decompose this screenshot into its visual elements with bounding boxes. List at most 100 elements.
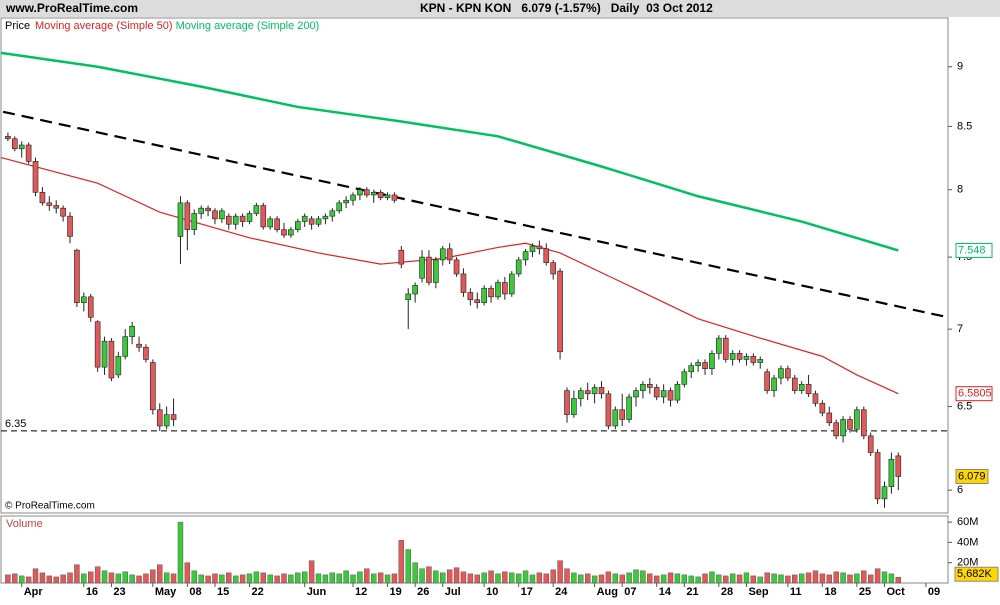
candle-body bbox=[502, 282, 508, 295]
candle-body bbox=[101, 340, 108, 368]
volume-bar bbox=[543, 573, 549, 584]
candle-body bbox=[12, 138, 18, 150]
candle-body bbox=[219, 210, 225, 220]
volume-bar bbox=[598, 574, 605, 584]
moving-average bbox=[0, 51, 899, 252]
ma-value-box bbox=[955, 386, 993, 402]
candle-body bbox=[833, 422, 839, 437]
x-tick-label: 23 bbox=[113, 586, 125, 598]
volume-bar bbox=[19, 575, 25, 584]
volume-bar bbox=[688, 575, 694, 584]
volume-bar bbox=[736, 574, 743, 584]
candle-body bbox=[805, 383, 812, 395]
site: www.ProRealTime.com bbox=[5, 1, 138, 15]
candle-body bbox=[771, 377, 777, 391]
candle-body bbox=[860, 409, 867, 437]
volume-bar bbox=[405, 549, 411, 584]
volume-bar bbox=[239, 574, 246, 584]
candle-body bbox=[350, 194, 356, 201]
candle-body bbox=[391, 194, 398, 201]
candle-body bbox=[5, 135, 11, 140]
candle-body bbox=[577, 390, 584, 399]
x-tick-label: 25 bbox=[859, 586, 871, 598]
volume-bar bbox=[350, 574, 356, 584]
volume-bar bbox=[302, 571, 308, 584]
volume-bar bbox=[308, 560, 315, 584]
candle-body bbox=[357, 189, 363, 196]
candle-body bbox=[757, 359, 764, 363]
candle-body bbox=[39, 192, 46, 204]
volume-bar bbox=[426, 566, 432, 584]
candle-body bbox=[253, 205, 260, 214]
volume-bar bbox=[605, 571, 612, 584]
volume-bar bbox=[122, 571, 128, 584]
volume-bar bbox=[136, 575, 142, 584]
x-tick-label: Jul bbox=[445, 586, 461, 598]
volume-bar bbox=[612, 573, 619, 584]
y-tick-label: 8.5 bbox=[957, 120, 972, 132]
x-tick-label: Sep bbox=[748, 586, 768, 598]
candle-body bbox=[184, 202, 191, 230]
volume-bar bbox=[170, 573, 177, 584]
volume-bar bbox=[695, 576, 701, 584]
candle-body bbox=[557, 270, 563, 353]
volume-bar bbox=[495, 573, 501, 584]
volume-bar bbox=[157, 564, 163, 584]
support-label: 6.35 bbox=[5, 418, 26, 430]
volume-bar bbox=[619, 574, 625, 584]
volume-bar bbox=[295, 572, 301, 584]
volume-bar bbox=[681, 574, 688, 584]
candle-body bbox=[722, 337, 729, 360]
volume-bar bbox=[143, 573, 149, 584]
volume-bar bbox=[184, 562, 191, 584]
price-label: Price bbox=[5, 20, 30, 32]
volume-bar bbox=[578, 574, 584, 584]
candle-body bbox=[550, 262, 556, 275]
volume-bar bbox=[446, 569, 453, 584]
candle-body bbox=[225, 215, 232, 225]
volume-bar bbox=[460, 571, 467, 584]
candle-body bbox=[46, 202, 53, 206]
candle-body bbox=[115, 356, 122, 376]
volume-bar bbox=[674, 573, 681, 584]
candle-body bbox=[232, 215, 239, 225]
candle-body bbox=[239, 215, 246, 222]
candle-body bbox=[281, 229, 287, 236]
legend-entry: Moving average (Simple 200) bbox=[176, 20, 320, 32]
candle-body bbox=[191, 213, 198, 230]
last-price-box bbox=[955, 468, 989, 484]
volume-bar bbox=[288, 574, 294, 584]
volume-bar bbox=[550, 569, 556, 584]
volume-bar bbox=[150, 569, 156, 584]
x-tick-label: 16 bbox=[86, 586, 98, 598]
y-tick-label: 6.5 bbox=[957, 400, 972, 412]
trendline bbox=[2, 110, 949, 319]
candle-body bbox=[854, 409, 860, 430]
volume-bar bbox=[412, 562, 418, 584]
volume-bar bbox=[81, 573, 87, 584]
volume-bar bbox=[819, 573, 826, 584]
candle-body bbox=[405, 293, 412, 301]
volume-bar bbox=[5, 574, 11, 584]
volume-bar bbox=[53, 576, 59, 584]
x-tick-label: 10 bbox=[486, 586, 498, 598]
x-tick-label: 22 bbox=[251, 586, 263, 598]
candle-body bbox=[336, 202, 343, 212]
volume-label: Volume bbox=[6, 518, 43, 530]
candle-body bbox=[640, 383, 646, 391]
volume-bar bbox=[281, 573, 287, 584]
candle-body bbox=[398, 249, 405, 265]
volume-bar bbox=[702, 573, 708, 584]
volume-bar bbox=[467, 573, 474, 584]
candle-body bbox=[246, 213, 253, 222]
candle-body bbox=[591, 387, 598, 395]
ma-value-box bbox=[955, 242, 993, 258]
volume-bar bbox=[591, 575, 598, 584]
candle-body bbox=[619, 409, 626, 420]
candle-body bbox=[301, 215, 308, 222]
volume-bar bbox=[343, 570, 349, 584]
last-price-label: 6.079 bbox=[958, 470, 986, 482]
volume-bar bbox=[336, 573, 342, 584]
volume-bar bbox=[723, 575, 729, 584]
